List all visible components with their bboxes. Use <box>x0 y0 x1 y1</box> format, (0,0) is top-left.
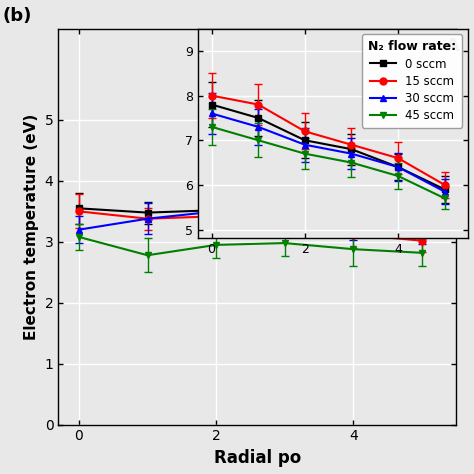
Text: (b): (b) <box>3 7 32 25</box>
Y-axis label: Electron temperature (eV): Electron temperature (eV) <box>24 113 39 340</box>
X-axis label: Radial po: Radial po <box>214 449 301 467</box>
